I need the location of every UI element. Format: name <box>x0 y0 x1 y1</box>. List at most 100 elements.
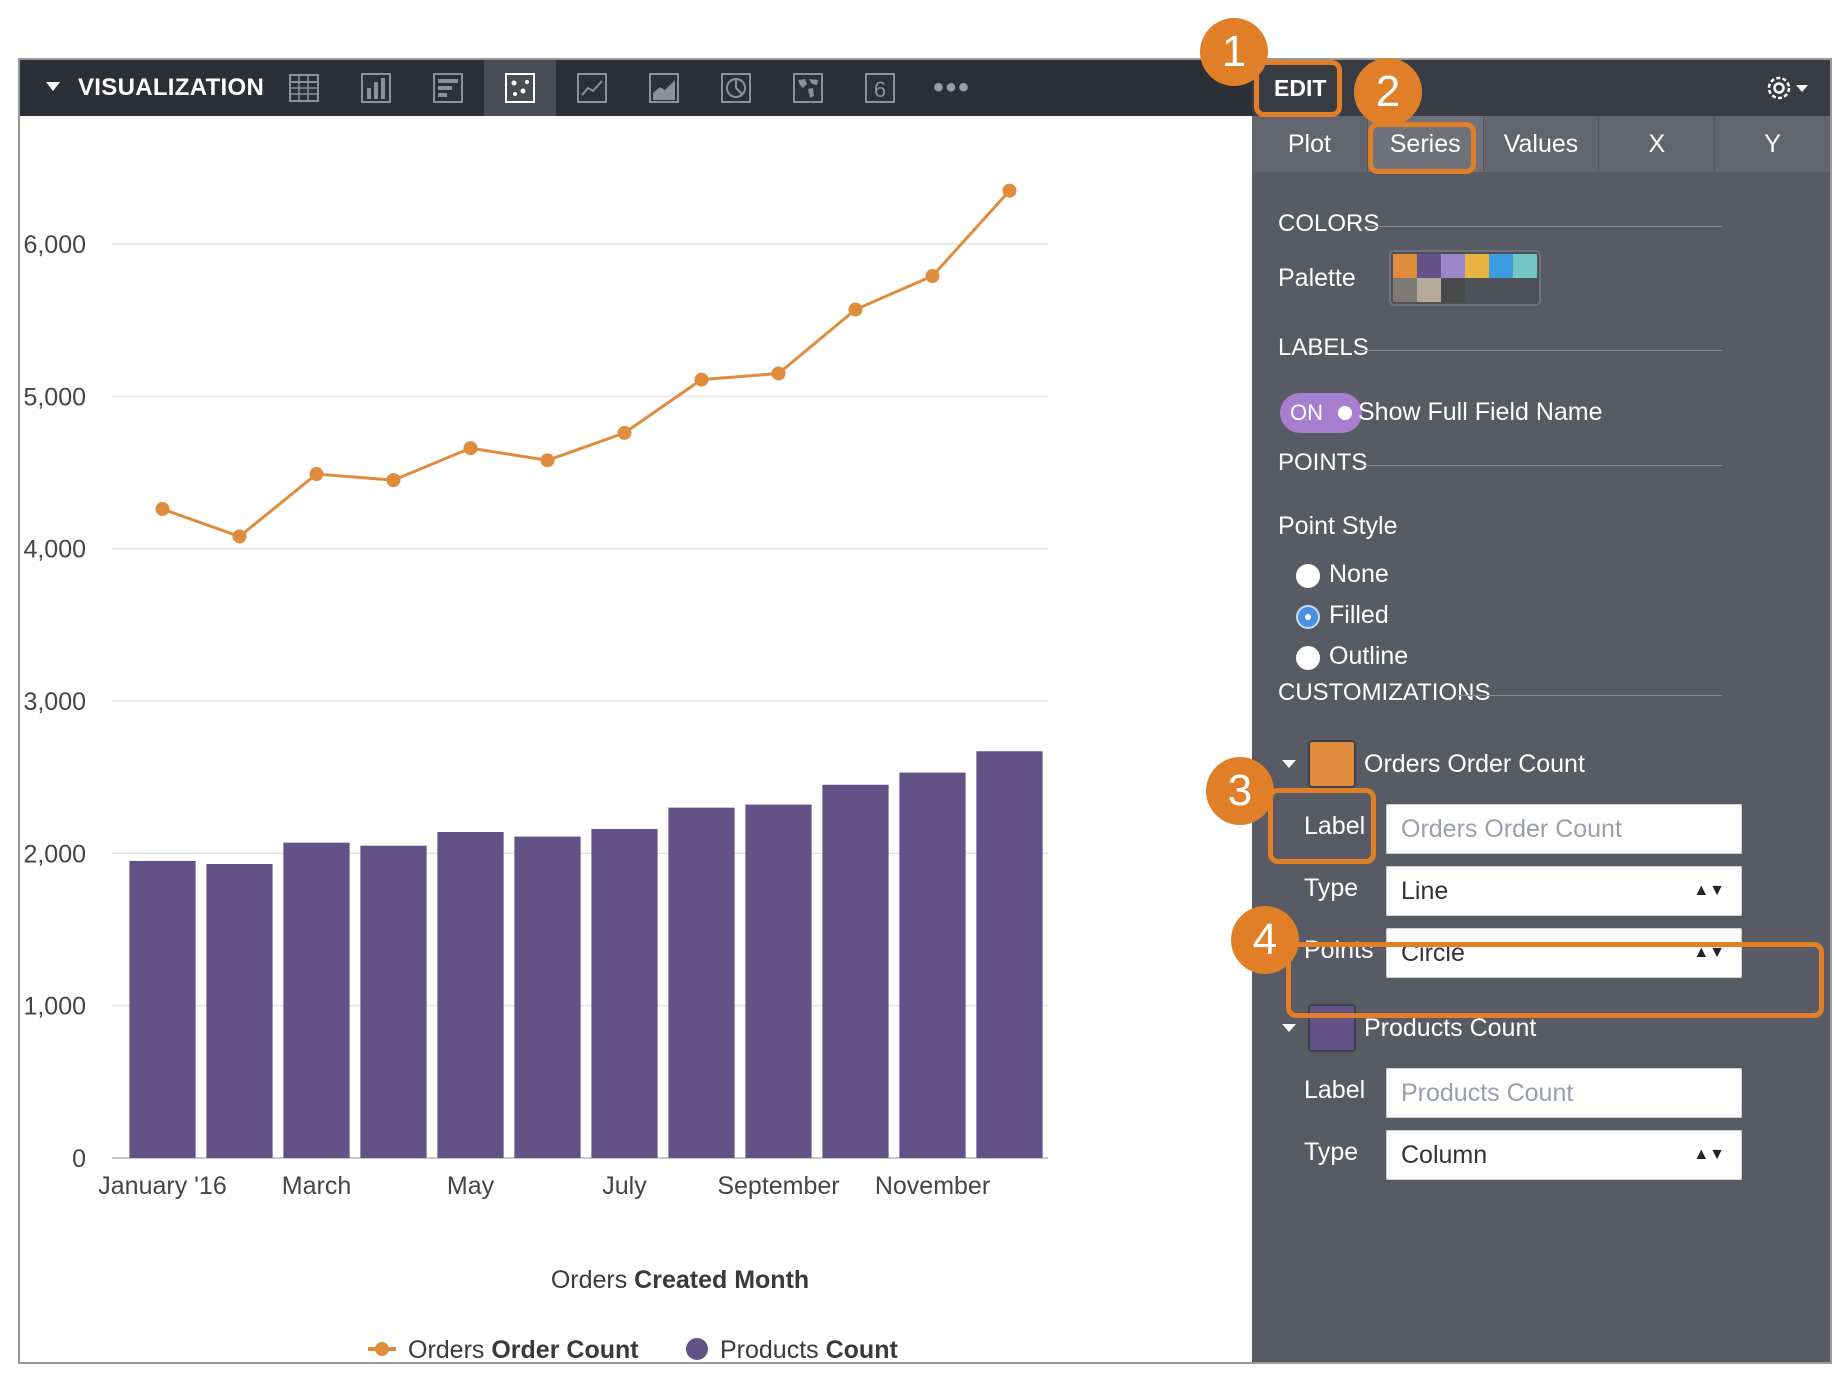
bar-products-count <box>668 807 735 1158</box>
map-icon[interactable] <box>772 60 844 116</box>
products-label-input[interactable]: Products Count <box>1386 1068 1742 1118</box>
palette-swatch <box>1417 278 1441 302</box>
collapse-orders-series-icon[interactable] <box>1282 760 1296 768</box>
tab-plot[interactable]: Plot <box>1252 116 1368 172</box>
tab-values[interactable]: Values <box>1484 116 1600 172</box>
bar-products-count <box>514 836 581 1158</box>
orders-order-count-line <box>155 183 1017 544</box>
palette-swatch <box>1441 278 1465 302</box>
point-orders-order-count <box>155 502 170 517</box>
pie-chart-icon[interactable] <box>700 60 772 116</box>
palette-swatch <box>1513 254 1537 278</box>
point-orders-order-count <box>463 441 478 456</box>
radio-none[interactable] <box>1296 564 1320 588</box>
callout-1: 1 <box>1200 18 1268 86</box>
visualization-frame: VISUALIZATION 6 ••• <box>18 58 1832 1364</box>
legend-label-products-count: Products Count <box>720 1336 898 1364</box>
show-full-field-name-label: Show Full Field Name <box>1358 398 1603 426</box>
bar-products-count <box>206 863 273 1158</box>
x-axis-title: Orders Created Month <box>551 1266 809 1294</box>
bar-products-count <box>899 772 966 1158</box>
point-orders-order-count <box>848 302 863 317</box>
orders-series-name: Orders Order Count <box>1364 750 1585 778</box>
customizations-divider <box>1458 695 1722 696</box>
edit-button[interactable]: EDIT <box>1274 75 1327 101</box>
radio-none-label: None <box>1329 560 1389 588</box>
palette-swatch <box>1465 254 1489 278</box>
line-chart-icon[interactable] <box>556 60 628 116</box>
point-orders-order-count <box>232 529 247 544</box>
palette-swatch <box>1393 254 1417 278</box>
products-series-color-swatch[interactable] <box>1308 1004 1356 1052</box>
area-chart-icon[interactable] <box>628 60 700 116</box>
highlight-edit <box>1254 60 1342 117</box>
orders-label-input[interactable]: Orders Order Count <box>1386 804 1742 854</box>
palette-label: Palette <box>1278 264 1356 292</box>
y-tick-label: 3,000 <box>23 688 86 716</box>
products-series-name: Products Count <box>1364 1014 1537 1042</box>
customizations-heading: CUSTOMIZATIONS <box>1278 679 1491 706</box>
point-orders-order-count <box>617 425 632 440</box>
y-tick-label: 4,000 <box>23 536 86 564</box>
chart-area: 0 1,000 2,000 3,000 4,000 5,000 6,000 January … <box>20 116 1252 1364</box>
point-orders-order-count <box>540 453 555 468</box>
highlight-color-swatch <box>1268 788 1376 864</box>
products-type-caption: Type <box>1304 1138 1359 1166</box>
radio-filled[interactable] <box>1296 605 1320 629</box>
visualization-toolbar: VISUALIZATION 6 ••• <box>20 60 1252 116</box>
legend-label-orders-order-count: Orders Order Count <box>408 1336 639 1364</box>
select-arrows-icon: ▲▼ <box>1693 1146 1725 1163</box>
callout-3: 3 <box>1206 757 1274 825</box>
visualization-toggle[interactable]: VISUALIZATION <box>46 60 264 116</box>
y-tick-label: 6,000 <box>23 231 86 259</box>
colors-heading: COLORS <box>1278 210 1380 237</box>
tab-y[interactable]: Y <box>1764 130 1781 158</box>
bar-products-count <box>591 828 658 1158</box>
products-count-bars <box>129 751 1043 1158</box>
orders-points-caption: Points <box>1304 936 1374 964</box>
y-tick-label: 2,000 <box>23 840 86 868</box>
table-icon[interactable] <box>268 60 340 116</box>
legend: Orders Order Count Products Count <box>368 1336 898 1364</box>
orders-series-color-swatch[interactable] <box>1308 740 1356 788</box>
products-label-caption: Label <box>1304 1076 1366 1104</box>
labels-heading: LABELS <box>1278 334 1369 361</box>
legend-point-swatch <box>375 1342 389 1356</box>
column-chart-icon[interactable] <box>340 60 412 116</box>
bar-products-count <box>976 751 1043 1158</box>
point-orders-order-count <box>309 467 324 482</box>
labels-divider <box>1360 350 1722 351</box>
radio-outline[interactable] <box>1296 646 1320 670</box>
legend-item-orders-order-count[interactable]: Orders Order Count <box>368 1336 639 1364</box>
x-tick-label: July <box>602 1172 647 1200</box>
scatter-chart-icon[interactable] <box>484 60 556 116</box>
point-orders-order-count <box>386 473 401 488</box>
points-divider <box>1362 465 1722 466</box>
single-value-icon[interactable]: 6 <box>844 60 916 116</box>
radio-filled-label: Filled <box>1329 601 1389 629</box>
legend-item-products-count[interactable]: Products Count <box>686 1336 898 1364</box>
products-type-select[interactable]: Column ▲▼ <box>1386 1130 1742 1180</box>
bar-products-count <box>129 860 196 1158</box>
palette-swatch <box>1393 278 1417 302</box>
settings-gear-icon[interactable] <box>1760 70 1820 106</box>
bar-chart-icon[interactable] <box>412 60 484 116</box>
palette-picker[interactable] <box>1389 250 1541 306</box>
point-orders-order-count <box>925 268 940 283</box>
orders-order-count-polyline <box>161 189 1011 539</box>
callout-2: 2 <box>1354 58 1422 126</box>
combo-chart: 0 1,000 2,000 3,000 4,000 5,000 6,000 January … <box>23 183 1048 1364</box>
show-full-field-name-toggle[interactable]: ON <box>1280 393 1362 433</box>
tab-x[interactable]: X <box>1599 116 1716 172</box>
collapse-products-series-icon[interactable] <box>1282 1024 1296 1032</box>
select-arrows-icon: ▲▼ <box>1693 882 1725 899</box>
toggle-knob <box>1338 406 1352 420</box>
select-arrows-icon: ▲▼ <box>1693 944 1725 961</box>
point-orders-order-count <box>1002 183 1017 198</box>
point-orders-order-count <box>694 372 709 387</box>
highlight-type-select <box>1286 942 1824 1018</box>
orders-label-caption: Label <box>1304 812 1366 840</box>
more-options-icon[interactable]: ••• <box>933 71 971 104</box>
orders-type-select[interactable]: Line ▲▼ <box>1386 866 1742 916</box>
x-tick-label: March <box>282 1172 351 1200</box>
